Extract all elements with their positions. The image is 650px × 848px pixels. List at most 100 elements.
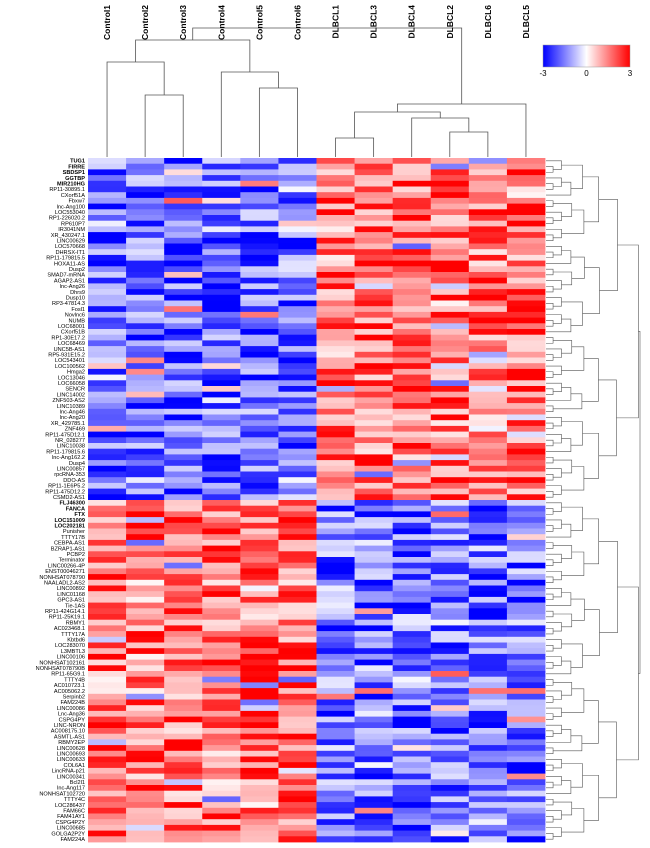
heatmap-cell bbox=[202, 716, 241, 723]
heatmap-cell bbox=[316, 163, 355, 170]
heatmap-cell bbox=[316, 505, 355, 512]
heatmap-cell bbox=[430, 676, 470, 683]
heatmap-cell bbox=[430, 785, 470, 792]
row-label: LOC151009 bbox=[55, 518, 85, 524]
heatmap-cell bbox=[240, 653, 279, 660]
heatmap-cell bbox=[392, 311, 432, 318]
heatmap-cell bbox=[202, 334, 241, 341]
heatmap-cell bbox=[164, 403, 203, 410]
heatmap-cell bbox=[202, 591, 241, 598]
heatmap-cell bbox=[240, 420, 279, 427]
heatmap-cell bbox=[240, 488, 279, 495]
heatmap-cell bbox=[430, 283, 470, 290]
row-label: LOC543401 bbox=[55, 358, 85, 364]
heatmap-cell bbox=[430, 306, 470, 313]
heatmap-cell bbox=[430, 158, 470, 165]
heatmap-cell bbox=[240, 579, 279, 586]
heatmap-cell bbox=[164, 368, 203, 375]
heatmap-cell bbox=[506, 374, 546, 381]
heatmap-cell bbox=[506, 243, 546, 250]
heatmap-cell bbox=[126, 807, 165, 814]
heatmap-cell bbox=[468, 659, 508, 666]
heatmap-cell bbox=[506, 283, 546, 290]
heatmap-cell bbox=[88, 197, 127, 204]
heatmap-cell bbox=[88, 403, 127, 410]
heatmap-cell bbox=[278, 682, 317, 689]
heatmap-cell bbox=[240, 722, 279, 729]
heatmap-cell bbox=[88, 243, 127, 250]
heatmap-cell bbox=[316, 403, 355, 410]
heatmap-cell bbox=[202, 414, 241, 421]
row-label: NONHSAT102720 bbox=[39, 791, 85, 797]
heatmap-cell bbox=[88, 824, 127, 831]
heatmap-cell bbox=[202, 534, 241, 541]
heatmap-cell bbox=[278, 260, 317, 267]
heatmap-cell bbox=[392, 693, 432, 700]
heatmap-cell bbox=[506, 813, 546, 820]
row-label: AC023468.1 bbox=[54, 626, 85, 632]
heatmap-cell bbox=[88, 477, 127, 484]
heatmap-cell bbox=[392, 357, 432, 364]
heatmap-cell bbox=[354, 443, 394, 450]
heatmap-cell bbox=[88, 819, 127, 826]
heatmap-cell bbox=[240, 557, 279, 564]
row-label: rpcRNA-353 bbox=[54, 472, 85, 478]
heatmap-cell bbox=[468, 733, 508, 740]
heatmap-cell bbox=[278, 169, 317, 176]
dendrogram-link bbox=[546, 690, 562, 700]
heatmap-cell bbox=[126, 830, 165, 837]
heatmap-cell bbox=[164, 443, 203, 450]
heatmap-cell bbox=[126, 220, 165, 227]
heatmap-cell bbox=[316, 448, 355, 455]
heatmap-cell bbox=[240, 745, 279, 752]
heatmap-cell bbox=[354, 802, 394, 809]
heatmap-cell bbox=[316, 323, 355, 330]
heatmap-cell bbox=[278, 653, 317, 660]
heatmap-cell bbox=[240, 260, 279, 267]
heatmap-cell bbox=[392, 756, 432, 763]
heatmap-cell bbox=[88, 254, 127, 261]
heatmap-cell bbox=[316, 346, 355, 353]
dendrogram-link bbox=[553, 613, 573, 628]
row-label: LINC00633 bbox=[57, 757, 85, 763]
heatmap-cell bbox=[126, 243, 165, 250]
heatmap-cell bbox=[506, 585, 546, 592]
heatmap-cell bbox=[468, 471, 508, 478]
heatmap-cell bbox=[354, 300, 394, 307]
dendrogram-link bbox=[354, 111, 441, 138]
heatmap-cell bbox=[240, 431, 279, 438]
heatmap-cell bbox=[354, 334, 394, 341]
heatmap-cell bbox=[88, 454, 127, 461]
heatmap-cell bbox=[240, 528, 279, 535]
dendrogram-link bbox=[546, 371, 554, 378]
heatmap-cell bbox=[240, 767, 279, 774]
heatmap-cell bbox=[202, 625, 241, 632]
heatmap-cell bbox=[164, 186, 203, 193]
row-label: Kbtbd6 bbox=[67, 637, 85, 643]
heatmap-cell bbox=[506, 511, 546, 518]
heatmap-cell bbox=[202, 403, 241, 410]
heatmap-cell bbox=[316, 682, 355, 689]
heatmap-cell bbox=[278, 351, 317, 358]
heatmap-cell bbox=[316, 414, 355, 421]
heatmap-cell bbox=[468, 596, 508, 603]
heatmap-cell bbox=[392, 317, 432, 324]
heatmap-cell bbox=[240, 163, 279, 170]
heatmap-cell bbox=[468, 443, 508, 450]
heatmap-cell bbox=[354, 545, 394, 552]
row-label: ZNF469 bbox=[65, 427, 85, 433]
heatmap-cell bbox=[88, 728, 127, 735]
heatmap-cell bbox=[202, 568, 241, 575]
heatmap-cell bbox=[392, 631, 432, 638]
heatmap-cell bbox=[354, 762, 394, 769]
heatmap-cell bbox=[506, 386, 546, 393]
row-label: TTTY17B bbox=[61, 535, 85, 541]
dendrogram-link bbox=[582, 775, 599, 821]
heatmap-cell bbox=[316, 420, 355, 427]
heatmap-cell bbox=[316, 192, 355, 199]
heatmap-cell bbox=[468, 175, 508, 182]
heatmap-cell bbox=[392, 431, 432, 438]
heatmap-cell bbox=[468, 699, 508, 706]
row-label: RBMY1 bbox=[66, 620, 85, 626]
heatmap-cell bbox=[202, 180, 241, 187]
